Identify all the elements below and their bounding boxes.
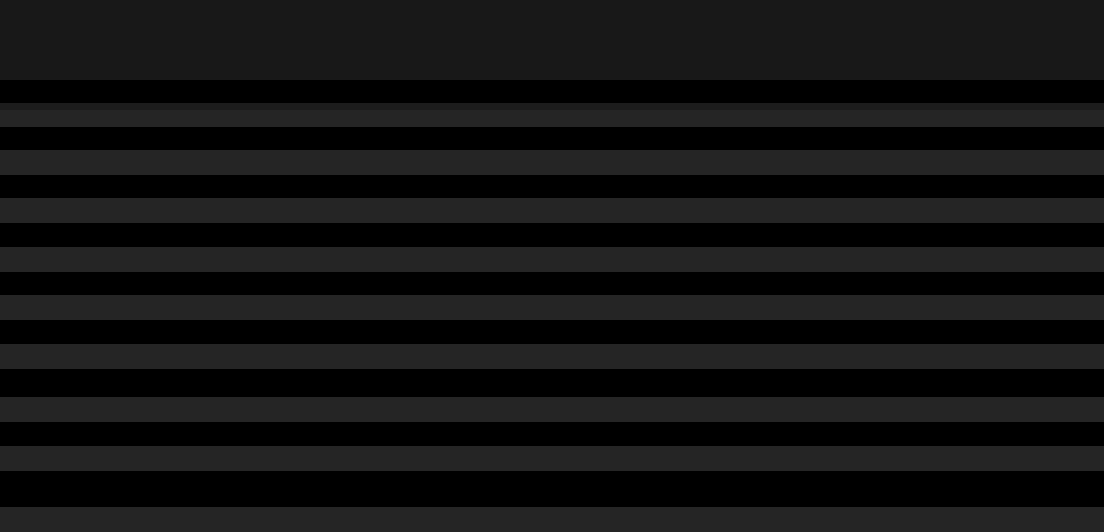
list-row[interactable] (0, 295, 1104, 320)
list-row[interactable] (0, 397, 1104, 422)
list-row[interactable] (0, 110, 1104, 127)
list-row[interactable] (0, 446, 1104, 471)
list-row[interactable] (0, 507, 1104, 532)
list-row[interactable] (0, 344, 1104, 369)
list-row[interactable] (0, 150, 1104, 175)
header-bar (0, 0, 1104, 80)
list-row[interactable] (0, 198, 1104, 223)
row-separator (0, 103, 1104, 110)
list-row[interactable] (0, 247, 1104, 272)
